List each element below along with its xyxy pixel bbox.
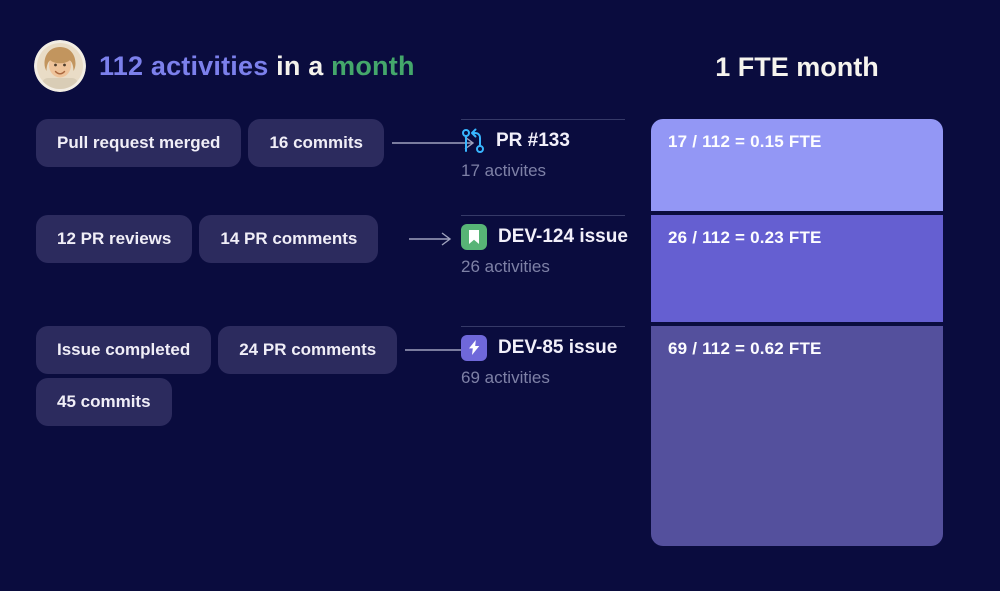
fte-column-title: 1 FTE month	[715, 52, 879, 82]
target-item-pr-133: PR #133 17 activites	[461, 119, 625, 211]
pill-12-pr-reviews: 12 PR reviews	[36, 214, 193, 263]
item-activity-count: 26 activities	[461, 256, 550, 276]
target-item-dev-124: DEV-124 issue 26 activities	[461, 214, 628, 322]
item-title: PR #133	[496, 130, 570, 151]
pill-16-commits: 16 commits	[248, 119, 384, 167]
fte-bar-pr-133: 17 / 112 = 0.15 FTE	[651, 119, 943, 211]
title-connector: in a	[268, 50, 332, 81]
item-activity-count: 17 activites	[461, 161, 547, 180]
pill-line: 45 commits	[36, 377, 461, 426]
fte-bar-dev-124: 26 / 112 = 0.23 FTE	[651, 214, 943, 322]
bar-cell: 17 / 112 = 0.15 FTE	[651, 119, 943, 211]
lightning-icon	[461, 334, 487, 361]
row-pr-133: Pull request merged 16 commits	[36, 119, 943, 211]
content-grid: Pull request merged 16 commits	[36, 119, 943, 546]
item-head: DEV-85 issue	[461, 334, 625, 361]
bookmark-icon	[461, 223, 487, 250]
bar-cell: 69 / 112 = 0.62 FTE	[651, 325, 943, 546]
row-dev-124: 12 PR reviews 14 PR comments DEV-124	[36, 214, 943, 322]
row-dev-85: Issue completed 24 PR comments 45 commit…	[36, 325, 943, 546]
pull-request-icon	[462, 128, 484, 153]
activity-pills-group-3: Issue completed 24 PR comments 45 commit…	[36, 325, 480, 546]
title-period: month	[331, 50, 415, 81]
activity-pills-group-2: 12 PR reviews 14 PR comments	[36, 214, 461, 322]
arrow-right-icon	[391, 136, 475, 150]
item-title: DEV-124 issue	[498, 225, 628, 247]
item-head: PR #133	[461, 128, 625, 154]
item-activity-count: 69 activities	[461, 367, 550, 387]
pill-issue-completed: Issue completed	[36, 325, 212, 374]
item-title: DEV-85 issue	[498, 336, 618, 358]
pill-24-pr-comments: 24 PR comments	[218, 325, 398, 374]
item-head: DEV-124 issue	[461, 223, 628, 250]
page-title: 112 activities in a month	[99, 51, 415, 82]
bar-cell: 26 / 112 = 0.23 FTE	[651, 214, 943, 322]
title-activities-count: 112 activities	[99, 50, 269, 81]
pill-line: 12 PR reviews 14 PR comments	[36, 214, 461, 263]
avatar	[34, 40, 86, 92]
pill-line: Pull request merged 16 commits	[36, 119, 475, 167]
arrow-right-icon	[409, 232, 452, 246]
pill-14-pr-comments: 14 PR comments	[199, 214, 379, 263]
pill-pull-request-merged: Pull request merged	[36, 119, 242, 167]
pill-45-commits: 45 commits	[36, 377, 172, 426]
target-item-dev-85: DEV-85 issue 69 activities	[461, 325, 625, 546]
pill-line: Issue completed 24 PR comments	[36, 325, 480, 374]
fte-bar-dev-85: 69 / 112 = 0.62 FTE	[651, 325, 943, 546]
activity-pills-group-1: Pull request merged 16 commits	[36, 119, 475, 211]
header: 112 activities in a month	[34, 40, 415, 92]
